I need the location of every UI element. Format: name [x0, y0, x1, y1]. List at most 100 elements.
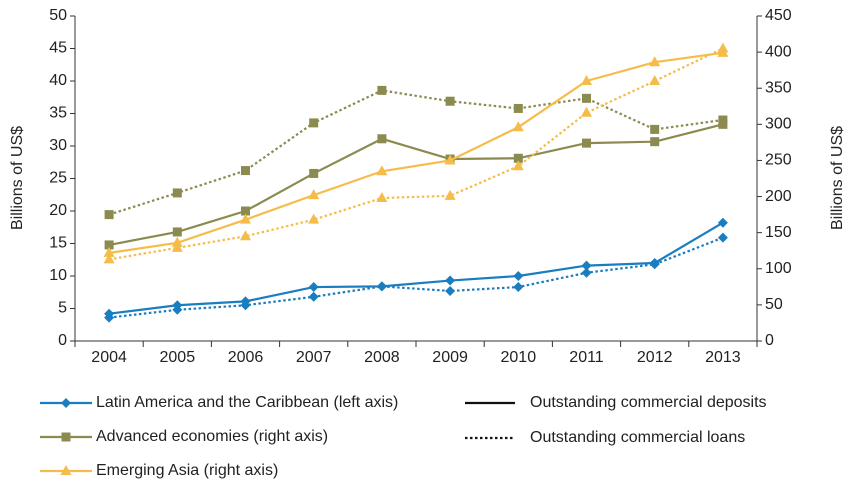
y2-tick-label: 250	[765, 152, 792, 169]
data-point	[650, 124, 660, 134]
data-point	[649, 258, 660, 268]
y-tick-label: 45	[49, 40, 67, 57]
y2-tick-label: 350	[765, 79, 792, 96]
data-point	[240, 296, 251, 307]
data-point	[104, 240, 114, 250]
data-point	[241, 206, 250, 216]
data-point	[241, 166, 250, 176]
data-point	[377, 134, 387, 144]
data-point	[581, 260, 592, 271]
series-line	[108, 51, 724, 254]
data-point	[513, 103, 523, 113]
data-point	[581, 267, 592, 278]
series-line	[108, 123, 724, 247]
data-point	[718, 119, 728, 129]
data-point	[172, 227, 182, 237]
y2-axis-title: Billions of US$	[829, 126, 846, 230]
data-point	[104, 210, 114, 220]
data-point	[240, 213, 251, 224]
legend-marker	[61, 432, 71, 442]
data-point	[445, 275, 456, 286]
data-point	[103, 246, 115, 257]
data-point	[377, 85, 387, 95]
data-point	[172, 300, 183, 311]
data-point	[171, 241, 183, 252]
y2-tick-label: 400	[765, 43, 792, 60]
data-point	[717, 46, 729, 57]
y2-tick-label: 150	[765, 224, 792, 241]
data-point	[512, 160, 524, 171]
series-line	[108, 47, 724, 261]
legend-label: Latin America and the Caribbean (left ax…	[96, 394, 398, 411]
data-point	[172, 188, 182, 198]
data-point	[308, 282, 319, 293]
legend-marker	[61, 398, 71, 408]
y2-tick-label: 300	[765, 116, 792, 133]
data-point	[444, 154, 456, 165]
y-tick-label: 15	[49, 235, 67, 252]
data-point	[308, 291, 319, 302]
data-point	[309, 168, 319, 178]
legend-label: Advanced economies (right axis)	[96, 428, 328, 445]
data-point	[309, 118, 319, 128]
data-point	[650, 137, 660, 147]
y-tick-label: 10	[49, 267, 67, 284]
data-point	[171, 236, 183, 247]
data-point	[582, 93, 591, 103]
series-line	[108, 236, 724, 319]
y-tick-label: 20	[49, 202, 67, 219]
data-point	[717, 232, 728, 243]
data-point	[581, 75, 592, 85]
data-point	[649, 56, 661, 67]
data-point	[308, 213, 320, 224]
x-tick-label: 2006	[228, 349, 264, 366]
x-tick-label: 2009	[432, 349, 468, 366]
series-line	[108, 221, 724, 315]
y-axis-title: Billions of US$	[9, 126, 26, 230]
data-point	[376, 281, 387, 292]
legend-style-label: Outstanding commercial deposits	[530, 394, 767, 411]
y2-tick-label: 100	[765, 260, 792, 277]
data-point	[513, 271, 524, 281]
x-tick-label: 2011	[569, 349, 604, 366]
data-point	[717, 217, 728, 228]
data-point	[582, 138, 591, 148]
y2-tick-label: 0	[765, 332, 774, 349]
data-point	[444, 189, 456, 200]
x-tick-label: 2012	[637, 349, 673, 366]
data-point	[308, 189, 320, 200]
x-tick-label: 2007	[296, 349, 332, 366]
data-point	[513, 153, 523, 163]
y2-tick-label: 50	[765, 296, 783, 313]
legend-style-label: Outstanding commercial loans	[530, 429, 745, 446]
x-tick-label: 2004	[91, 349, 127, 366]
legend-marker	[60, 465, 72, 475]
y-tick-label: 40	[49, 72, 67, 89]
y2-tick-label: 200	[765, 188, 792, 205]
x-tick-label: 2005	[160, 349, 196, 366]
x-tick-label: 2010	[501, 349, 537, 366]
data-point	[104, 308, 115, 319]
y-tick-label: 35	[49, 105, 67, 122]
data-point	[649, 75, 661, 85]
data-point	[376, 165, 388, 176]
data-point	[376, 192, 388, 202]
y-tick-label: 25	[49, 170, 67, 187]
y-tick-label: 30	[49, 137, 67, 154]
series-line	[108, 89, 724, 216]
data-point	[513, 282, 524, 293]
data-point	[240, 230, 251, 241]
data-point	[103, 253, 115, 264]
data-point	[581, 106, 592, 117]
legend-label: Emerging Asia (right axis)	[96, 462, 278, 479]
y2-tick-label: 450	[765, 7, 792, 24]
x-tick-label: 2008	[364, 349, 400, 366]
data-point	[512, 121, 524, 132]
y-tick-label: 5	[58, 300, 67, 317]
x-tick-label: 2013	[705, 349, 741, 366]
data-point	[445, 285, 456, 296]
y-tick-label: 50	[49, 7, 67, 24]
y-tick-label: 0	[58, 332, 67, 349]
data-point	[445, 96, 455, 106]
